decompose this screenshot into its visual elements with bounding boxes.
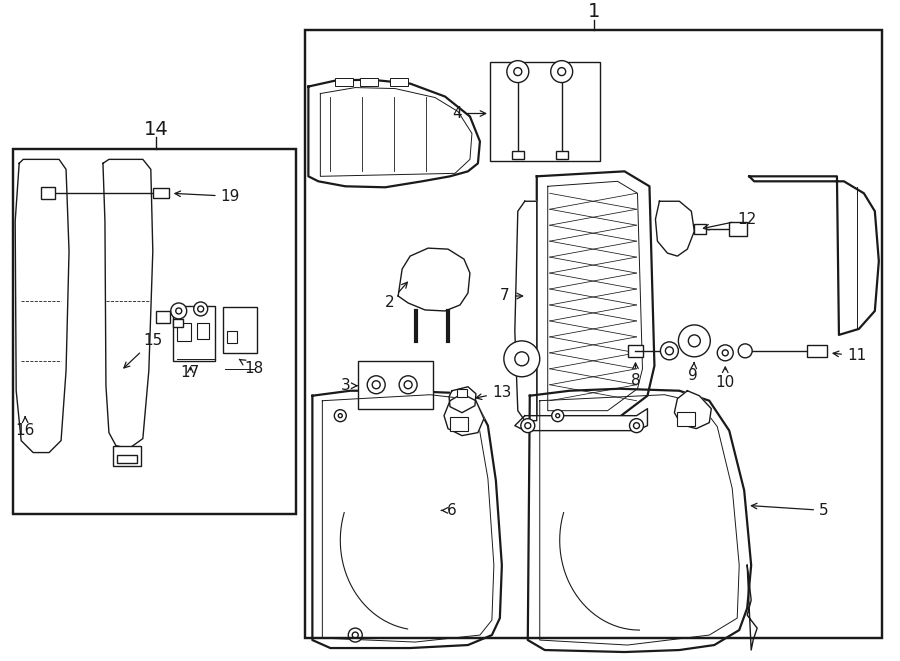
Polygon shape [515, 408, 647, 430]
Text: 6: 6 [442, 503, 457, 518]
Circle shape [373, 381, 380, 389]
Bar [555, 151, 568, 159]
Bar [807, 345, 827, 357]
Circle shape [629, 418, 643, 432]
Circle shape [504, 341, 540, 377]
Bar [305, 30, 882, 638]
Polygon shape [444, 394, 484, 436]
Bar [457, 389, 467, 397]
Polygon shape [515, 201, 536, 420]
Circle shape [404, 381, 412, 389]
Text: 1: 1 [588, 2, 599, 21]
Circle shape [171, 303, 186, 319]
Text: 18: 18 [239, 360, 264, 376]
Circle shape [555, 414, 560, 418]
Circle shape [514, 67, 522, 75]
Text: 15: 15 [124, 333, 162, 368]
Bar [41, 187, 55, 199]
Bar [358, 361, 433, 408]
Text: 13: 13 [476, 385, 511, 400]
Bar [227, 331, 237, 343]
Polygon shape [312, 391, 502, 648]
Bar [729, 222, 747, 236]
Circle shape [525, 422, 531, 428]
Circle shape [338, 414, 342, 418]
Text: 3: 3 [340, 378, 357, 393]
Circle shape [634, 422, 640, 428]
Bar [305, 30, 882, 638]
Bar [14, 149, 296, 514]
Bar [391, 77, 408, 85]
Text: 12: 12 [704, 212, 757, 230]
Bar [450, 416, 468, 430]
Text: 2: 2 [384, 282, 408, 311]
Polygon shape [309, 79, 480, 187]
Polygon shape [527, 389, 752, 652]
Circle shape [665, 347, 673, 355]
Bar [173, 306, 214, 361]
Circle shape [521, 418, 535, 432]
Circle shape [723, 350, 728, 356]
Bar [360, 77, 378, 85]
Text: 14: 14 [143, 120, 168, 139]
Bar [222, 307, 256, 353]
Bar [336, 77, 354, 85]
Text: 10: 10 [716, 367, 735, 390]
Circle shape [507, 61, 529, 83]
Text: 9: 9 [688, 362, 698, 383]
Text: 8: 8 [631, 363, 640, 388]
Text: 17: 17 [181, 366, 200, 380]
Polygon shape [103, 159, 153, 449]
Polygon shape [749, 176, 878, 335]
Polygon shape [449, 387, 476, 412]
Circle shape [688, 335, 700, 347]
Bar [156, 311, 170, 323]
Bar [627, 345, 644, 357]
Circle shape [679, 325, 710, 357]
Polygon shape [674, 391, 711, 428]
Bar [197, 323, 209, 339]
Circle shape [552, 410, 563, 422]
Polygon shape [15, 159, 69, 453]
Bar [176, 323, 191, 341]
Bar [678, 412, 696, 426]
Bar [512, 151, 524, 159]
Circle shape [334, 410, 346, 422]
Bar [490, 61, 599, 161]
Text: 4: 4 [453, 106, 486, 121]
Bar [14, 149, 296, 514]
Circle shape [717, 345, 734, 361]
Circle shape [551, 61, 572, 83]
Circle shape [558, 67, 566, 75]
Circle shape [399, 376, 417, 394]
Bar [153, 188, 169, 198]
Polygon shape [536, 171, 654, 420]
Circle shape [194, 302, 208, 316]
Circle shape [661, 342, 679, 360]
Circle shape [176, 308, 182, 314]
Text: 5: 5 [752, 503, 829, 518]
Bar [117, 455, 137, 463]
Text: 7: 7 [500, 288, 523, 303]
Text: 19: 19 [175, 189, 240, 204]
Circle shape [198, 306, 203, 312]
Bar [112, 446, 140, 465]
Circle shape [348, 628, 362, 642]
Circle shape [738, 344, 752, 358]
Bar [694, 224, 706, 234]
Polygon shape [398, 248, 470, 311]
Bar [173, 319, 183, 327]
Circle shape [367, 376, 385, 394]
Polygon shape [655, 201, 694, 256]
Text: 16: 16 [15, 417, 35, 438]
Circle shape [515, 352, 529, 366]
Text: 11: 11 [833, 348, 866, 364]
Circle shape [352, 632, 358, 638]
